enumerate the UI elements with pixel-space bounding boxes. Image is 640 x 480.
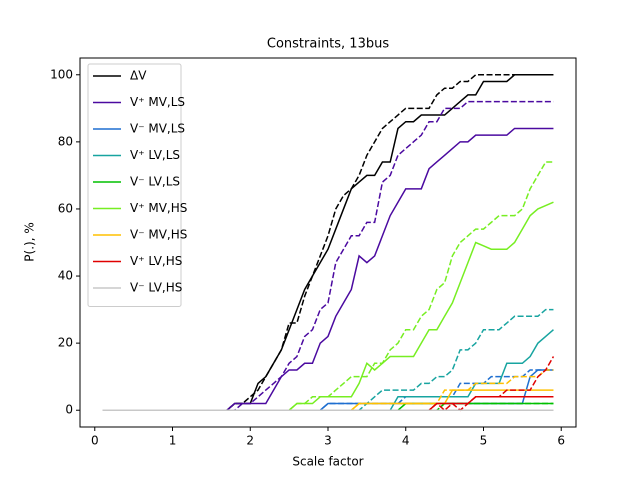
y-tick-label: 20 <box>58 336 73 350</box>
x-tick-label: 3 <box>324 434 332 448</box>
legend-label: V⁺ LV,HS <box>130 254 182 268</box>
legend-label: V⁻ MV,LS <box>130 122 185 136</box>
y-tick-label: 100 <box>50 67 73 81</box>
legend-box <box>87 63 182 307</box>
series-line <box>102 389 554 411</box>
x-tick-label: 2 <box>246 434 254 448</box>
legend-label: ΔV <box>130 69 147 83</box>
series-dashed-line <box>102 308 554 411</box>
y-axis-label: P(.), % <box>23 222 37 261</box>
legend-label: V⁺ MV,LS <box>130 95 185 109</box>
x-tick-label: 1 <box>169 434 177 448</box>
y-tick-label: 40 <box>58 269 73 283</box>
legend-label: V⁻ MV,HS <box>130 228 187 242</box>
series-dashed-line <box>102 74 554 411</box>
legend-label: V⁻ LV,HS <box>130 281 182 295</box>
plot-frame <box>79 57 577 428</box>
chart-title: Constraints, 13bus <box>267 37 389 52</box>
series-line <box>102 329 554 411</box>
series-line <box>102 402 554 411</box>
series-dashed-line <box>102 100 554 411</box>
legend-label: V⁺ LV,LS <box>130 148 180 162</box>
y-tick-label: 60 <box>58 201 73 215</box>
legend-label: V⁻ LV,LS <box>130 175 180 189</box>
x-tick-label: 0 <box>91 434 99 448</box>
y-tick-label: 0 <box>65 403 73 417</box>
x-tick-label: 4 <box>402 434 410 448</box>
x-axis-label: Scale factor <box>292 455 363 469</box>
series-dashed-line <box>102 402 554 411</box>
x-tick-label: 6 <box>557 434 565 448</box>
legend-label: V⁺ MV,HS <box>130 201 187 215</box>
y-tick-label: 80 <box>58 134 73 148</box>
x-tick-label: 5 <box>480 434 488 448</box>
